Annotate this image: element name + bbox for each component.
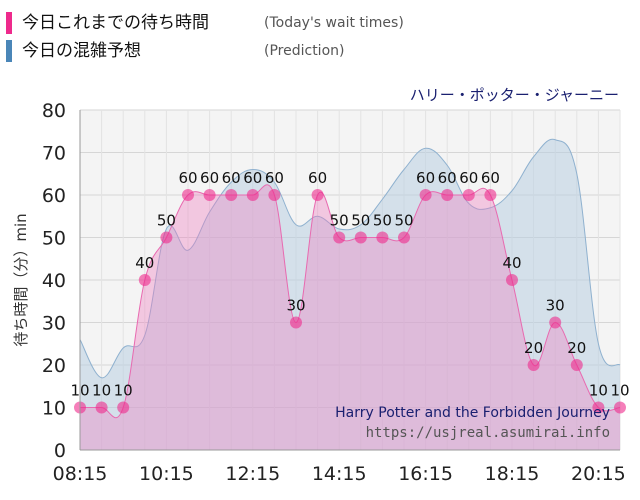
actual-point: [506, 274, 518, 286]
y-axis-label: 待ち時間（分）min: [12, 213, 30, 346]
data-label: 50: [373, 212, 392, 230]
data-label: 60: [438, 169, 457, 187]
actual-point: [441, 189, 454, 201]
data-label: 30: [546, 297, 565, 315]
attraction-name-top: ハリー・ポッター・ジャーニー: [410, 86, 619, 104]
actual-point: [138, 274, 151, 286]
x-tick-label: 16:15: [398, 463, 453, 485]
actual-point: [246, 189, 259, 201]
y-tick-label: 0: [54, 440, 66, 462]
data-label: 60: [222, 169, 241, 187]
data-label: 60: [178, 169, 197, 187]
data-label: 10: [589, 382, 608, 400]
y-tick-label: 10: [42, 398, 66, 420]
actual-point: [614, 401, 626, 414]
data-label: 60: [243, 169, 262, 187]
series-layer: [74, 138, 626, 451]
data-label: 50: [157, 212, 176, 230]
y-tick-label: 30: [42, 313, 66, 335]
actual-point: [354, 231, 367, 244]
x-tick-label: 14:15: [312, 463, 367, 485]
data-label: 40: [135, 254, 154, 272]
data-label: 60: [459, 169, 478, 187]
actual-point: [376, 231, 389, 244]
actual-point: [268, 189, 281, 201]
actual-point: [95, 401, 108, 414]
data-label: 10: [92, 382, 111, 400]
actual-point: [419, 189, 432, 201]
y-tick-label: 60: [42, 185, 66, 207]
legend-actual-swatch: [6, 12, 12, 34]
data-label: 40: [502, 254, 521, 272]
y-tick-label: 80: [42, 100, 66, 122]
y-tick-label: 70: [42, 143, 66, 165]
actual-point: [527, 359, 540, 371]
prediction-line: [79, 138, 621, 379]
actual-point: [592, 401, 605, 414]
data-label: 50: [394, 212, 413, 230]
data-label: 60: [416, 169, 435, 187]
y-tick-label: 50: [42, 228, 66, 250]
attraction-name-bottom: Harry Potter and the Forbidden Journey: [335, 405, 610, 421]
y-tick-label: 20: [42, 355, 66, 377]
actual-point: [462, 189, 475, 201]
data-label: 20: [524, 339, 543, 357]
data-label: 50: [330, 212, 349, 230]
legend-actual-sublabel: (Today's wait times): [264, 15, 404, 31]
actual-point: [203, 189, 216, 201]
actual-point: [484, 189, 497, 201]
legend-actual-label: 今日これまでの待ち時間: [22, 13, 209, 33]
source-url: https://usjreal.asumirai.info: [366, 425, 610, 441]
x-tick-label: 12:15: [225, 463, 280, 485]
actual-point: [160, 231, 173, 244]
actual-point: [290, 316, 302, 329]
prediction-area: [80, 139, 620, 450]
data-label: 10: [70, 382, 89, 400]
actual-point: [398, 231, 410, 244]
data-label: 10: [114, 382, 133, 400]
actual-point: [570, 359, 583, 371]
x-tick-label: 10:15: [139, 463, 194, 485]
data-label: 60: [481, 169, 500, 187]
y-tick-label: 40: [42, 270, 66, 292]
x-tick-label: 20:15: [571, 463, 626, 485]
data-label: 10: [610, 382, 629, 400]
legend-predicted-swatch: [6, 40, 12, 62]
data-label: 50: [351, 212, 370, 230]
actual-point: [225, 189, 238, 201]
data-label: 60: [200, 169, 219, 187]
x-tick-label: 08:15: [53, 463, 108, 485]
actual-area: [80, 184, 620, 451]
data-label: 20: [567, 339, 586, 357]
actual-point: [117, 401, 130, 414]
legend-predicted-label: 今日の混雑予想: [22, 41, 141, 61]
x-tick-label: 18:15: [485, 463, 540, 485]
data-label: 30: [286, 297, 305, 315]
actual-point: [182, 189, 194, 201]
actual-point: [333, 231, 346, 244]
data-label: 60: [308, 169, 327, 187]
actual-point: [549, 316, 562, 329]
data-label: 60: [265, 169, 284, 187]
actual-point: [311, 189, 324, 201]
legend-predicted-sublabel: (Prediction): [264, 43, 345, 59]
